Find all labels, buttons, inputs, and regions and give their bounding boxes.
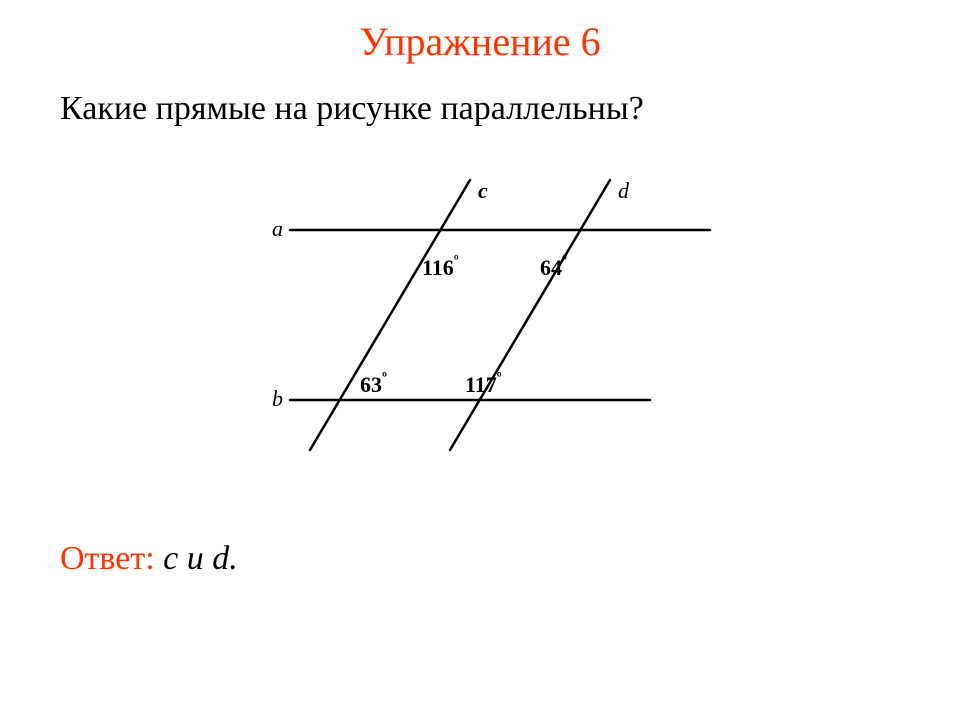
angle-label-2: 63º xyxy=(360,370,387,397)
line-label-d: d xyxy=(618,178,630,203)
slide: Упражнение 6 Какие прямые на рисунке пар… xyxy=(0,0,960,720)
line-label-a: a xyxy=(272,216,283,241)
question-text: Какие прямые на рисунке параллельны? xyxy=(60,90,644,128)
angle-label-1: 64º xyxy=(540,253,567,280)
exercise-title: Упражнение 6 xyxy=(0,18,960,65)
answer-line: Ответ: c и d. xyxy=(60,540,238,578)
geometry-diagram: a b c d 116º 64º 63º 117º xyxy=(210,170,750,470)
answer-label: Ответ: xyxy=(60,540,163,577)
line-c xyxy=(310,180,470,450)
angle-label-3: 117º xyxy=(465,370,502,397)
line-d xyxy=(450,180,610,450)
angle-label-0: 116º xyxy=(422,253,459,280)
answer-text: c и d. xyxy=(163,540,238,577)
line-label-c: c xyxy=(478,178,488,203)
line-label-b: b xyxy=(272,386,283,411)
